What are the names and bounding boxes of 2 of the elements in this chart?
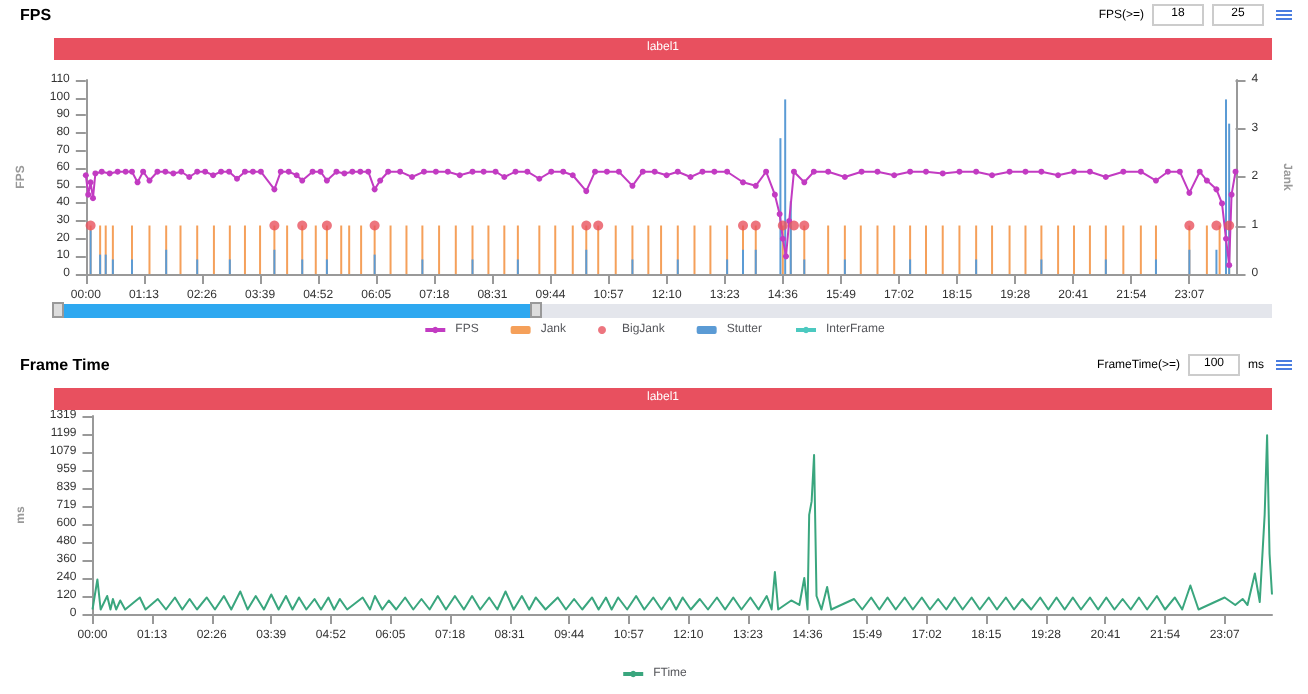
chart-title: Frame Time bbox=[20, 356, 110, 374]
chart-title: FPS bbox=[20, 6, 52, 24]
